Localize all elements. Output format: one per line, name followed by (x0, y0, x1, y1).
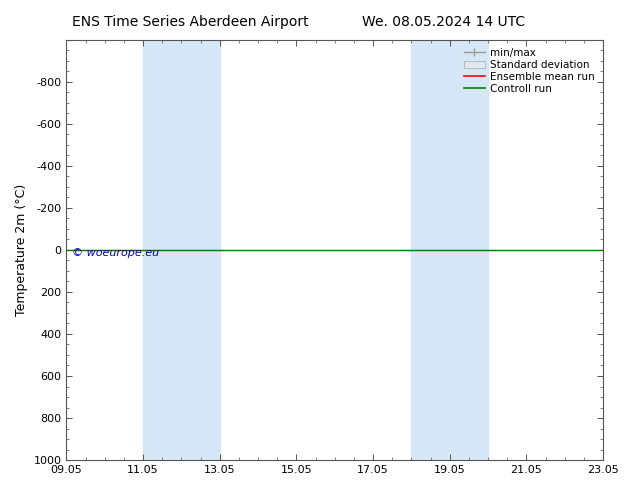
Text: ENS Time Series Aberdeen Airport: ENS Time Series Aberdeen Airport (72, 15, 309, 29)
Legend: min/max, Standard deviation, Ensemble mean run, Controll run: min/max, Standard deviation, Ensemble me… (460, 44, 599, 98)
Text: © woeurope.eu: © woeurope.eu (72, 248, 159, 258)
Bar (411, 40, 488, 460)
Text: We. 08.05.2024 14 UTC: We. 08.05.2024 14 UTC (362, 15, 526, 29)
Y-axis label: Temperature 2m (°C): Temperature 2m (°C) (15, 184, 28, 316)
Bar (143, 40, 220, 460)
